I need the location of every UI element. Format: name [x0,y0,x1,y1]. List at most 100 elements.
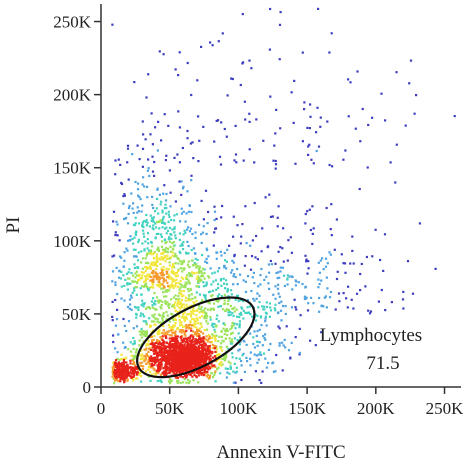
data-point [175,371,178,374]
data-point [123,259,126,262]
data-point [146,169,149,172]
data-point [268,271,271,274]
lymphocytes-gate-ellipse[interactable] [125,281,266,393]
data-point [260,353,263,356]
data-point [167,323,170,327]
data-point [200,350,204,353]
data-point [411,292,415,295]
data-point [160,240,164,243]
data-point [342,158,345,161]
data-point [177,285,180,288]
data-point [174,272,178,275]
data-point [200,45,203,48]
data-point [297,281,300,284]
data-point [171,364,174,367]
data-point [168,369,171,372]
data-point [214,339,217,342]
data-point [202,344,205,347]
data-point [149,348,153,351]
data-point [172,339,175,343]
data-point [137,279,140,282]
data-point [198,337,201,340]
data-point [304,285,307,288]
data-point [188,367,191,370]
data-point [215,251,218,254]
data-point [111,280,114,283]
data-point [279,246,282,249]
data-point [266,246,269,249]
data-point [142,232,145,235]
data-point [317,286,320,289]
data-point [264,311,267,314]
data-point [156,364,159,367]
data-point [277,325,280,328]
data-point [282,344,285,347]
data-point [177,262,180,265]
data-point [265,275,268,278]
data-point [288,275,291,278]
data-point [155,341,158,344]
data-point [171,369,174,372]
data-point [152,216,155,219]
data-point [147,73,150,76]
data-point [141,229,145,232]
data-point [204,343,207,347]
data-point [122,265,125,268]
data-point [145,224,148,227]
y-tick-label: 150K [53,159,92,178]
data-point [380,288,383,292]
data-point [130,308,133,311]
data-point [234,276,237,279]
data-point [141,299,144,302]
x-tick-label: 100K [220,399,259,418]
data-point [168,356,171,359]
data-point [165,290,168,293]
data-point [127,367,130,370]
data-point [150,335,154,338]
data-point [121,365,125,368]
data-point [320,304,323,307]
data-point [123,374,126,377]
data-point [173,279,176,282]
data-point [119,377,122,380]
data-point [147,306,150,309]
data-point [189,334,192,337]
data-point [142,340,145,343]
data-point [165,355,168,359]
data-point [308,127,311,130]
data-point [152,338,155,341]
data-point [223,266,226,269]
data-point [150,355,153,358]
data-point [184,334,187,337]
data-point [162,215,165,218]
data-point [305,258,308,261]
data-point [179,336,182,339]
data-point [130,271,133,275]
data-point [214,330,217,334]
data-point [254,370,257,373]
data-point [157,332,160,335]
data-point [161,344,164,347]
data-point [145,323,148,326]
data-point [230,332,233,335]
data-point [196,317,199,320]
data-point [214,338,217,341]
data-point [114,159,117,162]
data-point [182,313,185,316]
data-point [117,333,120,336]
data-point [144,370,148,373]
data-point [304,254,307,257]
data-point [144,275,147,278]
data-point [134,276,137,279]
data-point [183,340,186,343]
data-point [213,347,217,350]
data-point [220,335,224,338]
data-point [141,147,145,150]
data-point [233,273,236,276]
data-point [180,349,184,352]
data-point [171,350,174,353]
data-point [145,220,148,223]
data-point [145,344,148,347]
data-point [135,316,138,319]
